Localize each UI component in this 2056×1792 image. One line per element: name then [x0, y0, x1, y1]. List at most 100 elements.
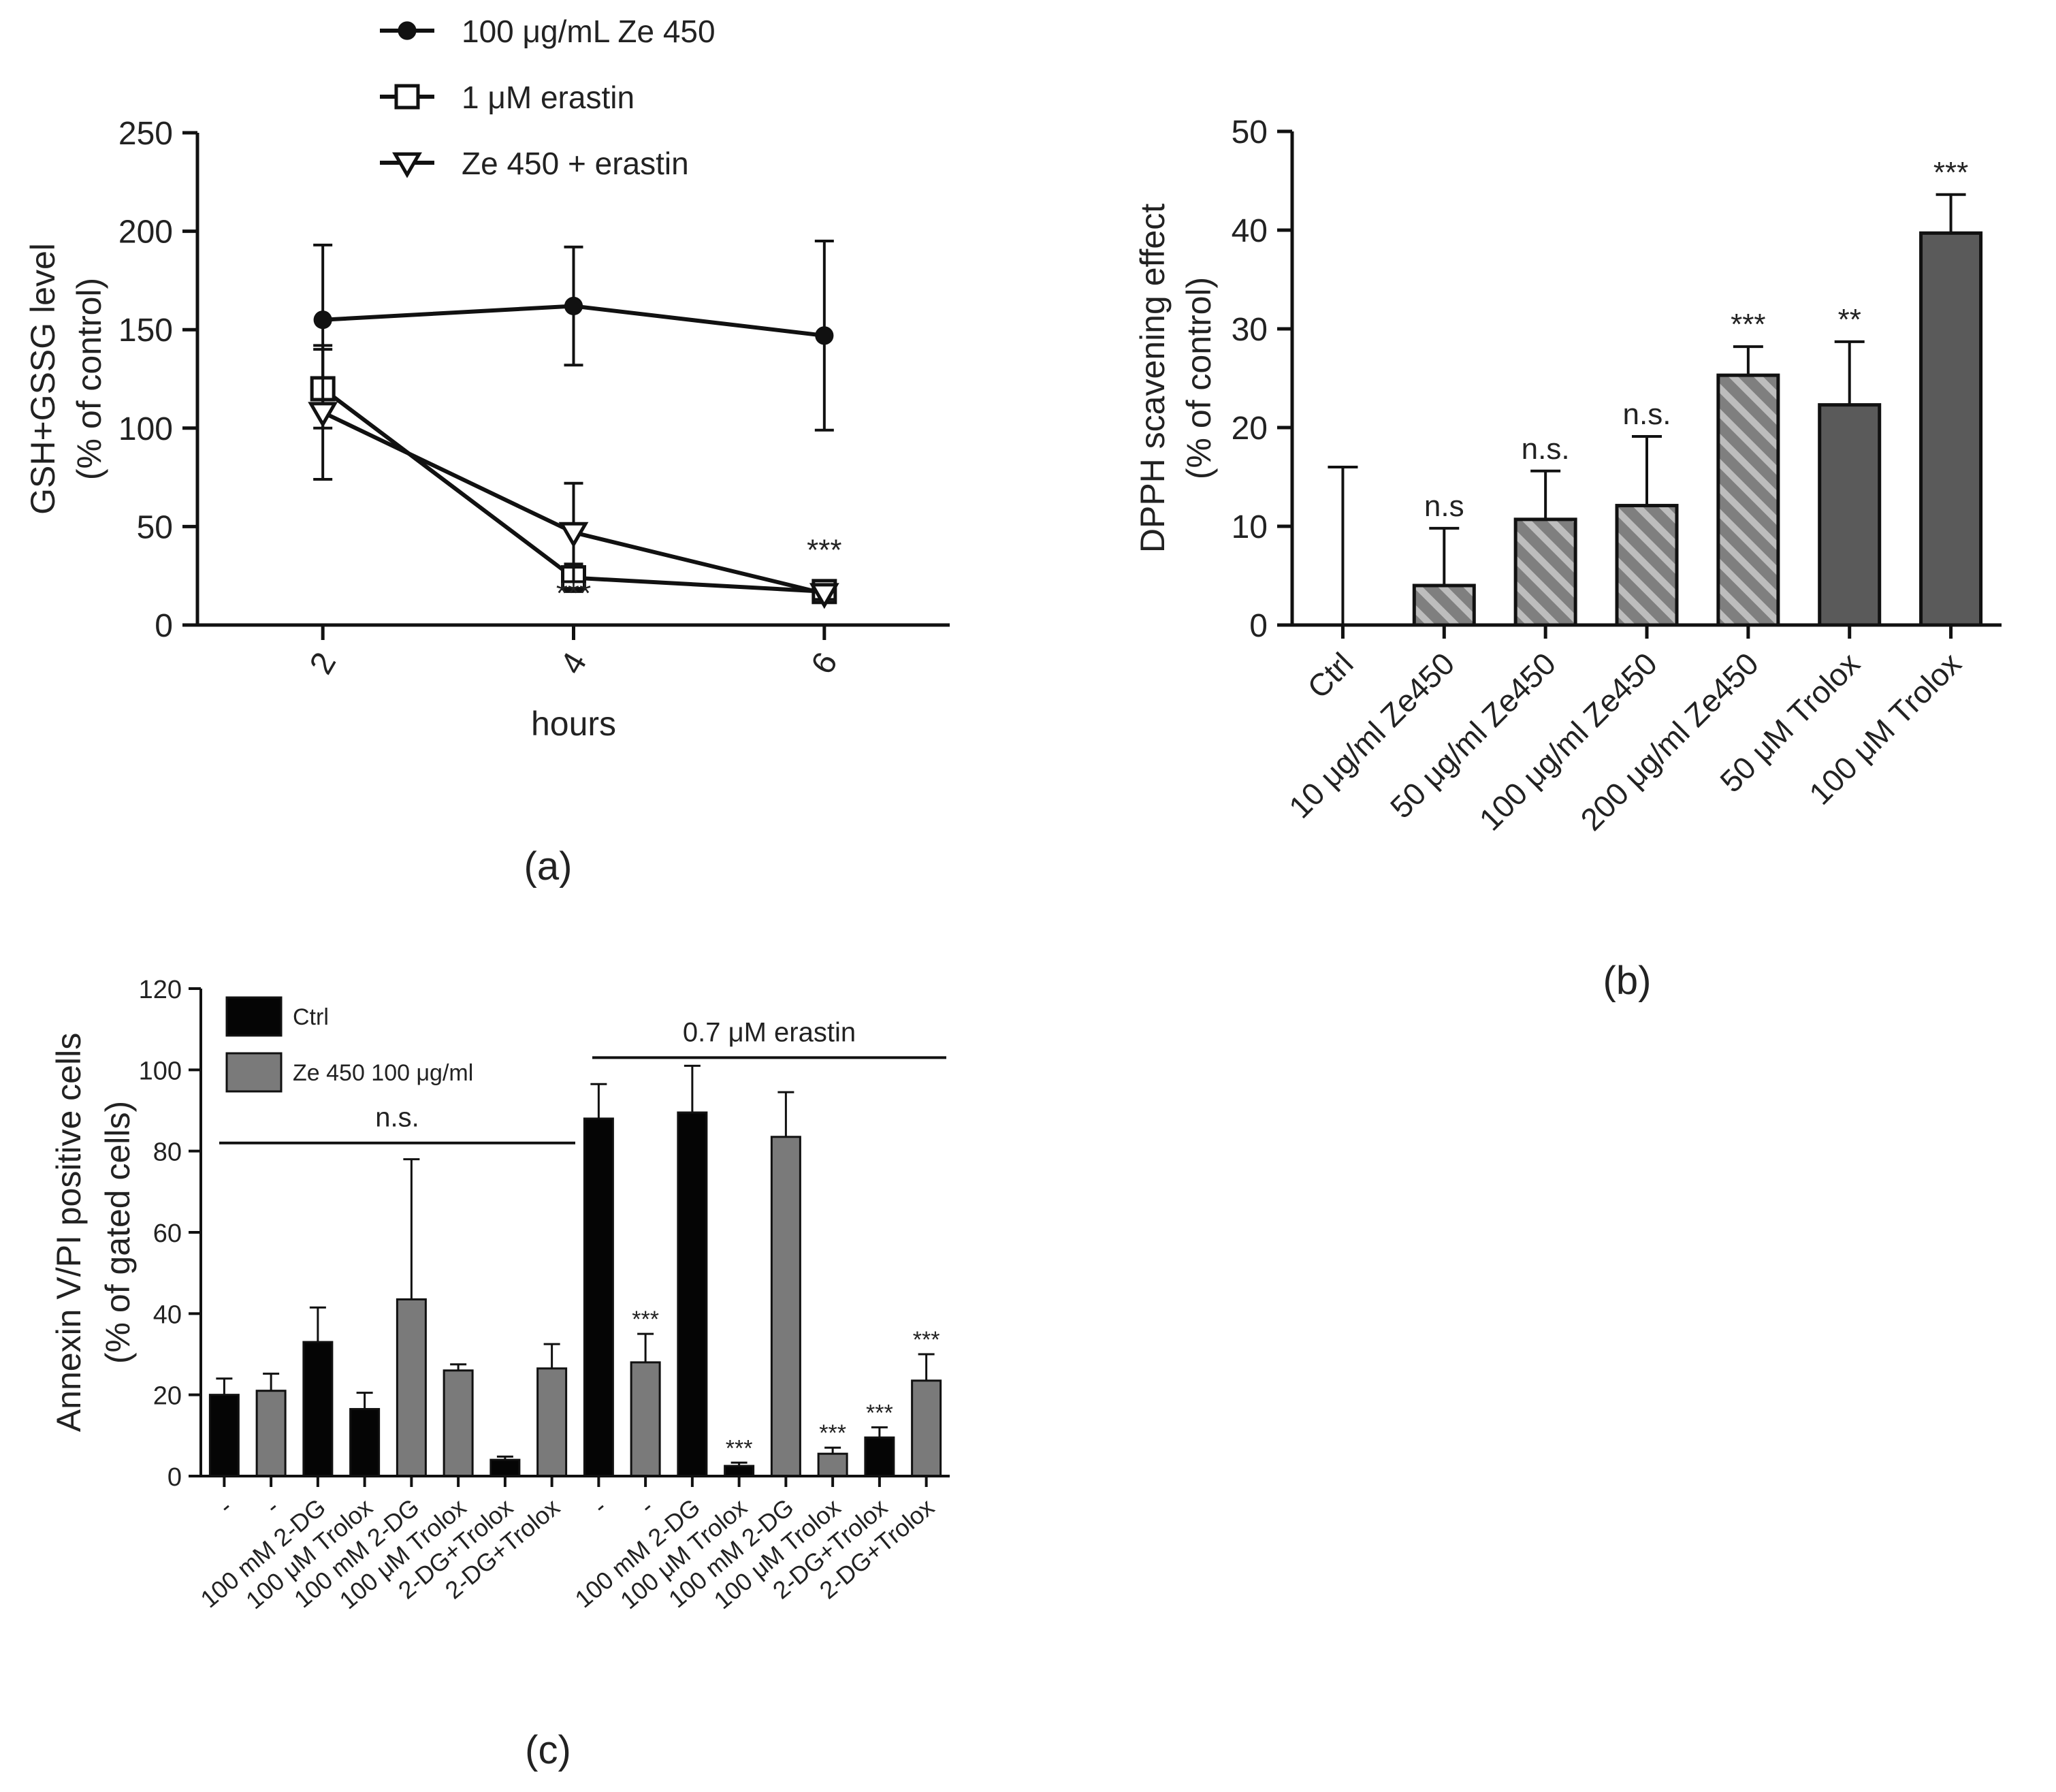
legend-label: Ctrl [293, 1004, 329, 1030]
x-axis-title: hours [531, 705, 616, 743]
bar [864, 1436, 895, 1477]
x-tick-label: Ctrl [1300, 645, 1360, 705]
x-tick-label: 200 μg/ml Ze450 [1573, 645, 1765, 837]
bar [677, 1111, 708, 1477]
legend-swatch [225, 996, 283, 1037]
y-tick-label: 10 [1232, 509, 1268, 545]
bar [208, 1394, 240, 1477]
x-tick-label: - [588, 1493, 612, 1520]
bar [1615, 504, 1679, 627]
bar [583, 1117, 614, 1477]
bar [1818, 403, 1882, 627]
y-tick-label: 200 [118, 214, 173, 251]
data-point [392, 152, 422, 178]
x-tick-label: - [260, 1493, 285, 1520]
significance-marker: *** [807, 534, 841, 567]
y-tick-label: 100 [118, 411, 173, 447]
significance-marker: *** [556, 577, 591, 610]
significance-label: *** [866, 1400, 893, 1426]
y-tick-label: 0 [155, 608, 173, 644]
y-axis-title: Annexin V/PI positive cells [50, 1033, 88, 1432]
y-axis-title: (% of control) [70, 278, 108, 480]
legend: 100 μg/mL Ze 450 1 μM erastin Ze 450 + era… [380, 14, 716, 181]
y-axis-title: (% of control) [1180, 277, 1218, 479]
bar [536, 1367, 568, 1477]
bar [396, 1298, 427, 1477]
bar [302, 1341, 334, 1477]
bar [1716, 373, 1780, 627]
legend: Ctrl Ze 450 100 μg/ml [225, 996, 473, 1093]
y-tick-label: 30 [1232, 312, 1268, 348]
y-tick-label: 50 [1232, 114, 1268, 150]
significance-label: *** [1731, 308, 1765, 341]
legend-label: Ze 450 + erastin [462, 146, 689, 181]
bar [349, 1408, 381, 1477]
panel-c-label: (c) [525, 1728, 571, 1772]
x-tick-label: 4 [553, 646, 594, 680]
data-point [815, 326, 834, 345]
y-tick-label: 40 [153, 1300, 182, 1329]
data-point [564, 296, 583, 316]
series-line [308, 344, 839, 609]
y-tick-label: 80 [153, 1138, 182, 1167]
significance-label: n.s. [1522, 432, 1570, 466]
y-tick-label: 150 [118, 313, 173, 349]
data-point [308, 402, 338, 428]
data-point [313, 310, 332, 330]
panel-a: 0 50 100 150 200 250 2 4 6 hours GSH+GSSG level (% … [24, 14, 950, 889]
legend-label: Ze 450 100 μg/ml [293, 1060, 473, 1086]
bar [1412, 583, 1476, 627]
x-tick-label: 2 [303, 646, 343, 680]
panel-b-label: (b) [1603, 959, 1652, 1003]
x-tick-label: 6 [805, 646, 845, 680]
legend-label: 100 μg/mL Ze 450 [462, 14, 716, 49]
legend-swatch [225, 1052, 283, 1093]
x-tick-label: - [213, 1493, 238, 1520]
group-label: 0.7 μM erastin [683, 1017, 856, 1047]
y-tick-label: 60 [153, 1219, 182, 1248]
bar [443, 1369, 474, 1477]
y-tick-label: 120 [139, 976, 182, 1004]
bar [724, 1465, 755, 1477]
significance-label: ** [1838, 303, 1861, 336]
x-tick-label: 100 μg/ml Ze450 [1473, 645, 1665, 837]
y-axis-title: GSH+GSSG level [24, 243, 62, 515]
bar [489, 1458, 521, 1477]
y-tick-label: 250 [118, 116, 173, 152]
bar [630, 1361, 661, 1477]
y-tick-label: 20 [153, 1382, 182, 1411]
panel-a-plot: 0 50 100 150 200 250 2 4 6 hours GSH+GSSG level (% … [24, 14, 950, 743]
y-axis-title: DPPH scavening effect [1134, 204, 1172, 553]
bar [1513, 517, 1577, 627]
data-point [398, 21, 417, 40]
data-point [394, 84, 420, 110]
y-tick-label: 100 [139, 1057, 182, 1085]
panel-a-label: (a) [524, 844, 573, 889]
data-point [809, 583, 839, 609]
significance-label: n.s [1424, 490, 1464, 523]
significance-label: *** [1933, 156, 1968, 189]
significance-label: *** [632, 1307, 659, 1332]
significance-label: *** [726, 1435, 753, 1461]
y-axis-title: (% of gated cells) [99, 1101, 137, 1364]
bar [770, 1136, 801, 1477]
significance-label: *** [913, 1327, 940, 1353]
y-tick-label: 0 [167, 1463, 182, 1492]
legend-label: 1 μM erastin [462, 80, 635, 115]
bar [911, 1379, 942, 1477]
bar [817, 1452, 848, 1477]
significance-label: n.s. [1623, 398, 1671, 431]
y-tick-label: 40 [1232, 213, 1268, 249]
y-tick-label: 0 [1249, 608, 1268, 644]
significance-label: *** [819, 1420, 846, 1446]
data-point [558, 522, 589, 548]
bar [255, 1390, 287, 1477]
y-tick-label: 50 [137, 509, 173, 545]
x-tick-label: - [635, 1493, 659, 1520]
series-line [313, 240, 834, 432]
